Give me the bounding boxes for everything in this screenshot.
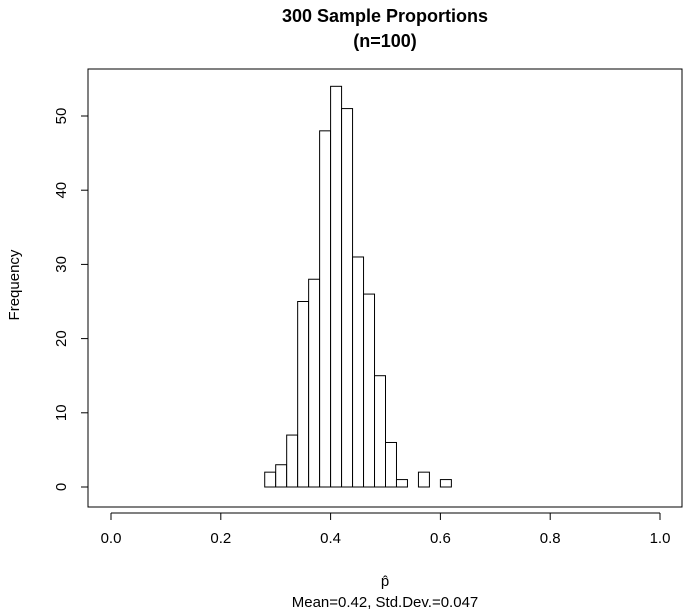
histogram-bar: [264, 471, 277, 488]
bars-group: [264, 85, 452, 488]
y-axis: 0 10 20 30 40 50: [53, 108, 89, 491]
histogram-bar: [385, 441, 397, 488]
histogram-bar: [417, 471, 430, 488]
histogram-bar: [308, 278, 321, 488]
histogram-bar: [395, 479, 408, 488]
x-tick-label: 1.0: [650, 530, 671, 547]
x-tick-label: 0.4: [320, 530, 341, 547]
y-axis-label: Frequency: [6, 249, 23, 320]
histogram-bar: [330, 85, 343, 488]
y-tick-label: 40: [53, 182, 70, 199]
histogram-bar: [352, 256, 365, 488]
histogram-bar: [439, 479, 452, 488]
x-axis-label-stats: Mean=0.42, Std.Dev.=0.047: [292, 594, 479, 611]
y-tick-label: 0: [53, 483, 70, 491]
x-tick-label: 0.6: [430, 530, 451, 547]
histogram-bar: [286, 434, 299, 488]
x-tick-label: 0.8: [540, 530, 561, 547]
x-axis: 0.0 0.2 0.4 0.6 0.8 1.0: [101, 512, 671, 547]
histogram-bar: [374, 375, 386, 488]
histogram-bar: [319, 130, 332, 488]
chart-title-line2: (n=100): [353, 31, 417, 51]
y-tick-label: 20: [53, 330, 70, 347]
histogram-bar: [341, 108, 354, 488]
y-tick-label: 10: [53, 404, 70, 421]
y-tick-label: 50: [53, 108, 70, 125]
x-tick-label: 0.0: [101, 530, 122, 547]
histogram-bar: [297, 301, 310, 488]
x-tick-label: 0.2: [210, 530, 231, 547]
histogram-bar: [275, 464, 288, 488]
chart-title-line1: 300 Sample Proportions: [282, 6, 488, 26]
x-axis-label-symbol: p̂: [381, 573, 389, 590]
histogram-bar: [363, 293, 376, 488]
y-tick-label: 30: [53, 256, 70, 273]
